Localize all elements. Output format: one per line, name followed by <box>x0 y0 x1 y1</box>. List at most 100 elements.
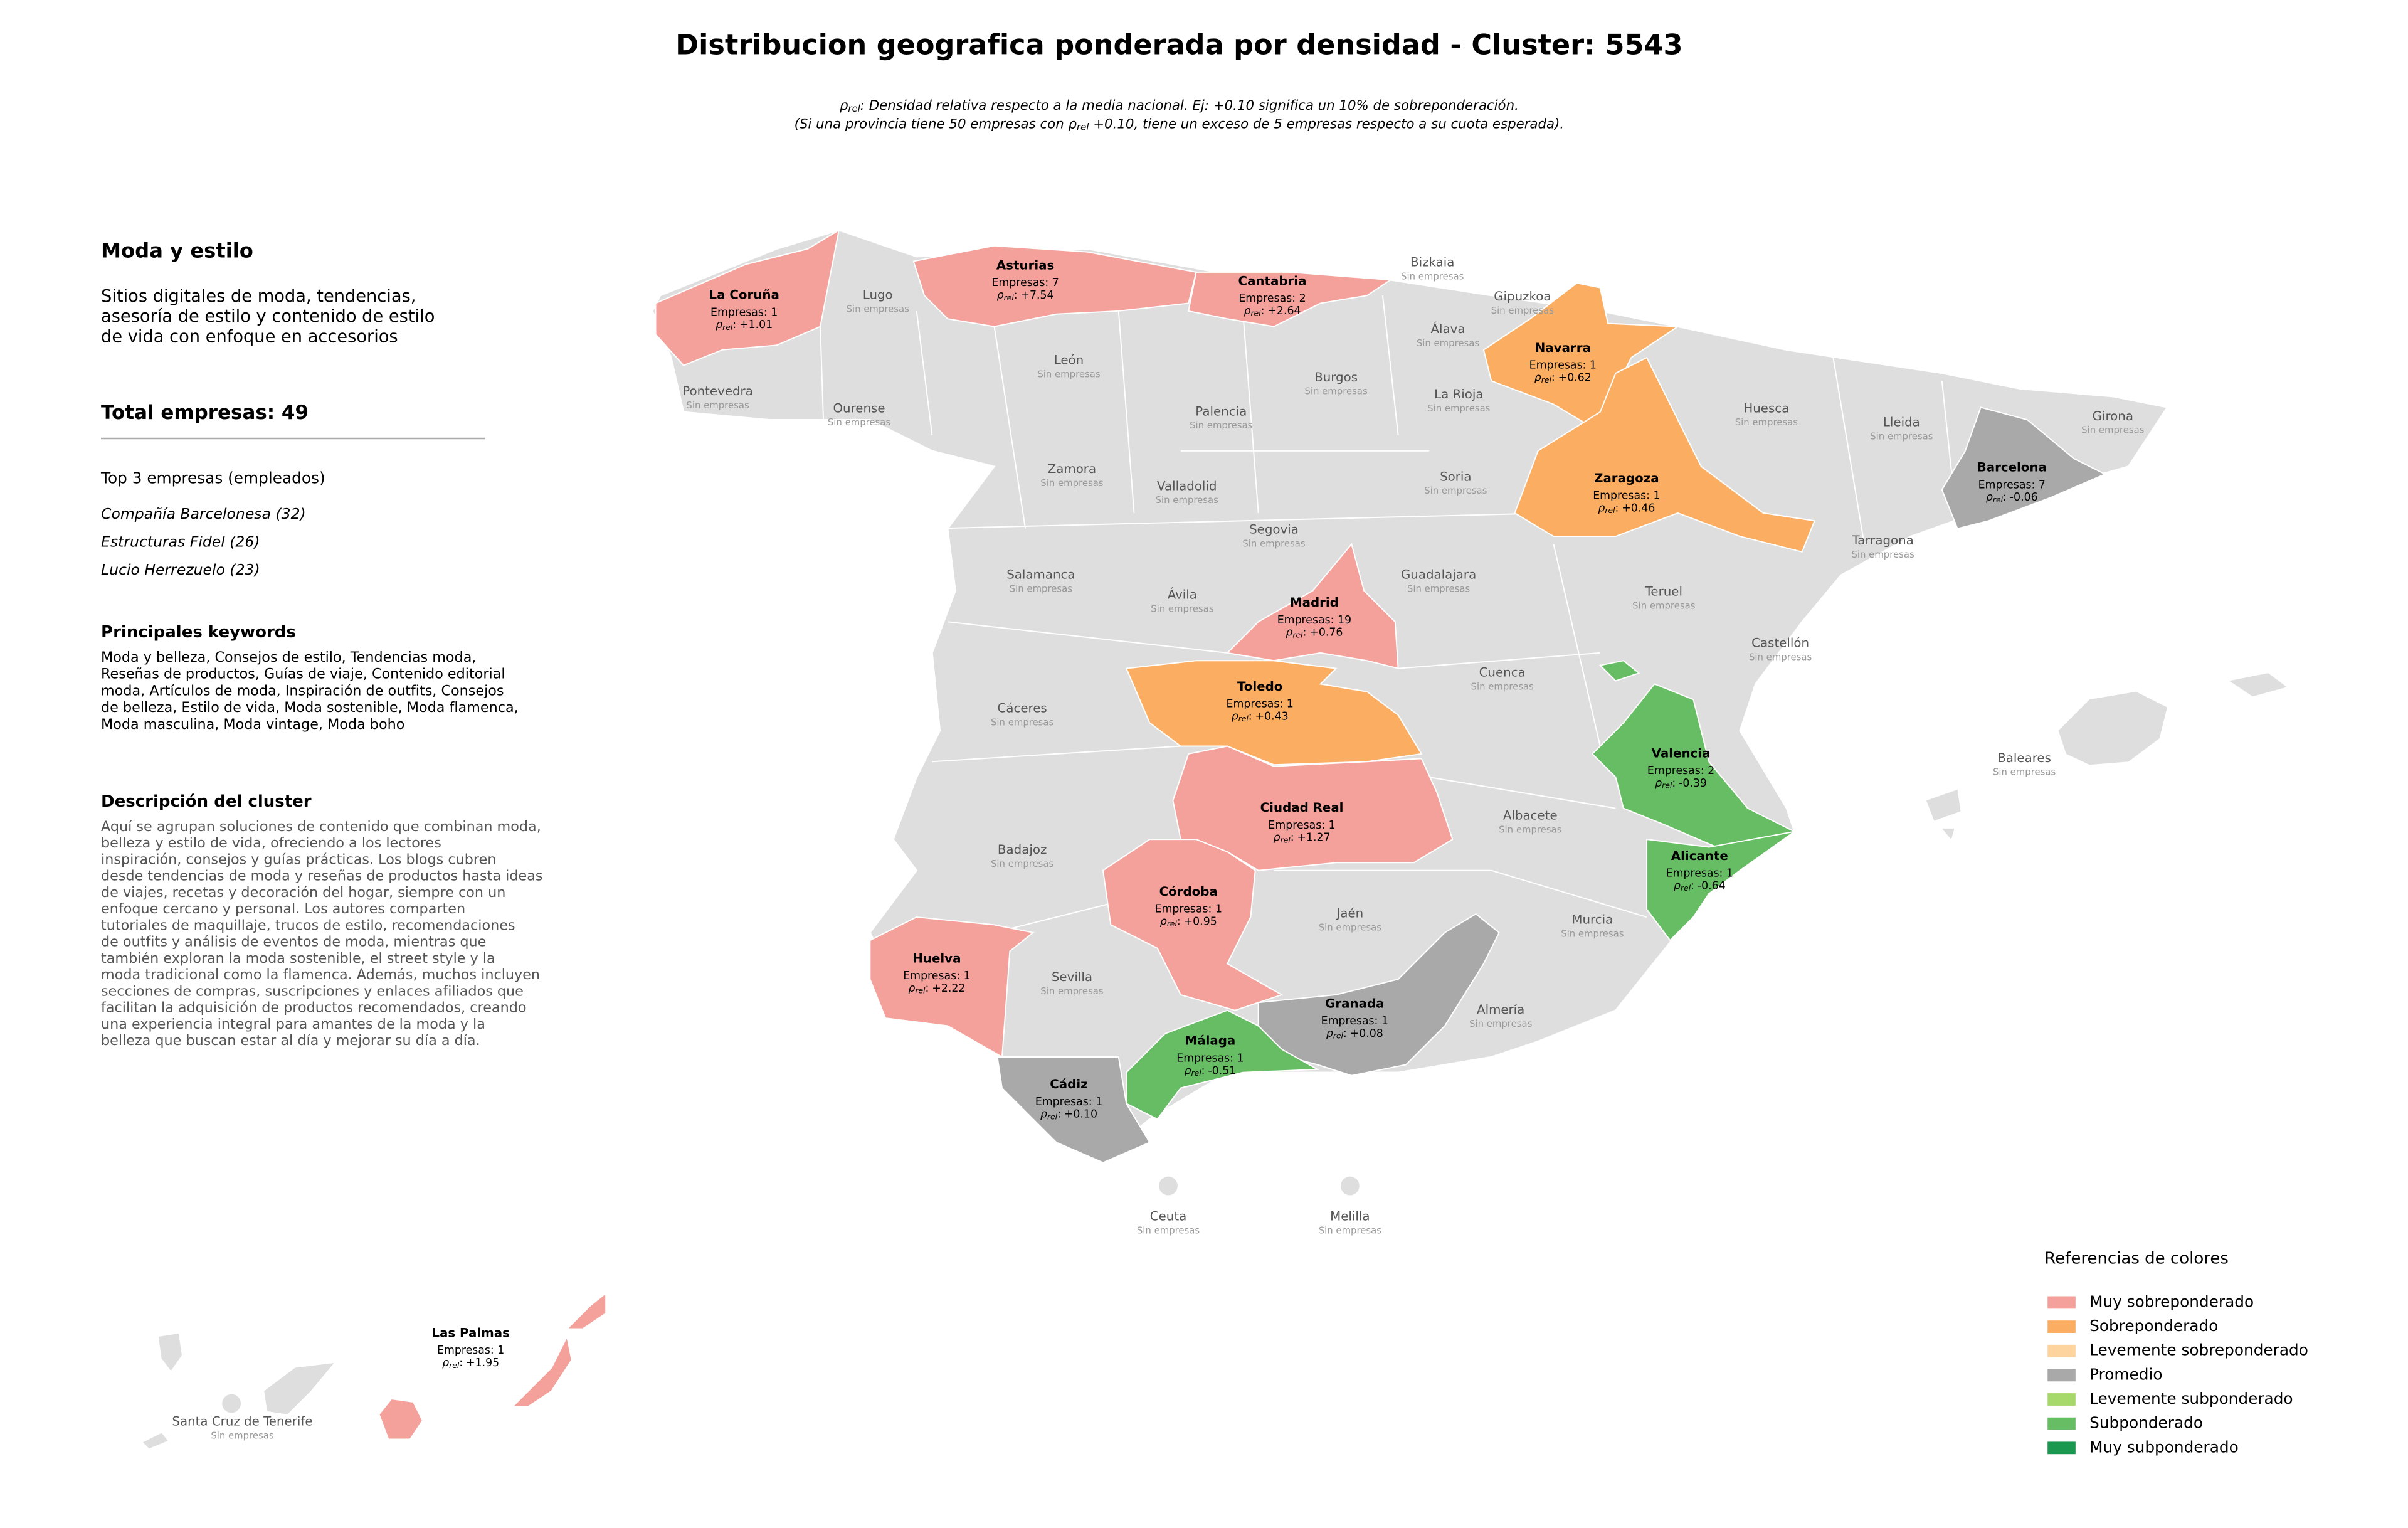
cluster-description-line: una experiencia integral para amantes de… <box>101 1016 485 1032</box>
rho-subscript: rel <box>1167 920 1178 928</box>
ceuta-shape <box>1159 1176 1178 1196</box>
rho-subscript: rel <box>1047 1112 1058 1121</box>
province-companies: Empresas: 1 <box>1268 819 1335 832</box>
legend-label: Subponderado <box>2089 1414 2203 1432</box>
no-data-label: Sin empresas <box>1735 416 1798 428</box>
empty-province-name: Gipuzkoa <box>1494 289 1551 304</box>
no-data-label: Sin empresas <box>1151 603 1214 614</box>
cluster-description-line: inspiración, consejos y guías prácticas.… <box>101 851 496 867</box>
province-shape <box>1598 660 1640 682</box>
rho-subscript: rel <box>449 1361 460 1369</box>
canary-island <box>264 1363 334 1414</box>
province-companies: Empresas: 1 <box>1593 490 1660 502</box>
empty-province-name: Palencia <box>1195 404 1247 418</box>
no-data-label: Sin empresas <box>1632 600 1696 612</box>
top-heading: Top 3 empresas (empleados) <box>100 469 325 487</box>
rho-symbol: ρ <box>1244 305 1250 317</box>
province-rho: ρrel: +0.08 <box>1326 1027 1383 1040</box>
rho-subscript: rel <box>1993 495 2004 504</box>
cluster-description-line: también exploran la moda sostenible, el … <box>101 950 495 967</box>
empty-province-name: Tarragona <box>1851 533 1913 548</box>
subtitle: ρrel: Densidad relativa respecto a la me… <box>840 98 1519 114</box>
empty-province-name: Albacete <box>1503 808 1558 822</box>
province-name: Asturias <box>996 258 1054 272</box>
land-layer <box>142 229 2287 1449</box>
rho-symbol: ρ <box>997 289 1004 302</box>
rho-subscript: rel <box>1681 884 1691 893</box>
subtitle: (Si una provincia tiene 50 empresas con … <box>795 117 1565 133</box>
rho-subscript: rel <box>722 322 733 331</box>
rho-subscript: rel <box>1605 506 1615 515</box>
rho-subscript: rel <box>1004 293 1015 302</box>
cluster-description-line: de outfits y análisis de eventos de moda… <box>101 934 486 950</box>
border <box>820 295 1958 933</box>
province-shape <box>1482 282 1680 428</box>
legend-title: Referencias de colores <box>2044 1249 2229 1268</box>
rho-symbol: ρ <box>1185 1064 1191 1077</box>
rho-subscript: rel <box>1662 781 1672 790</box>
empty-province-name: Jaén <box>1336 906 1364 921</box>
subtitle-text: +0.10, tiene un exceso de 5 empresas res… <box>1089 117 1564 132</box>
rho-subscript: rel <box>1191 1069 1202 1078</box>
province-shape <box>1188 271 1393 327</box>
rho-symbol: ρ <box>1040 1108 1047 1121</box>
rho-value: -0.39 <box>1679 777 1707 790</box>
empty-province-name: León <box>1054 353 1084 368</box>
province-shape <box>912 245 1197 327</box>
province-companies: Empresas: 1 <box>903 970 970 982</box>
legend-swatch <box>2047 1369 2076 1382</box>
canary-island <box>158 1333 182 1371</box>
province-companies: Empresas: 7 <box>1978 479 2046 491</box>
empty-province-name: Pontevedra <box>682 384 753 398</box>
rho-value: +2.22 <box>932 982 965 995</box>
rho-value: +0.10 <box>1064 1108 1097 1121</box>
rho-value: +0.62 <box>1558 371 1592 384</box>
no-data-label: Sin empresas <box>1040 985 1104 997</box>
rho-subscript: rel <box>1292 630 1303 639</box>
rho-subscript: rel <box>1238 714 1249 723</box>
keywords-line: moda, Artículos de moda, Inspiración de … <box>101 682 504 699</box>
no-data-label: Sin empresas <box>1561 928 1624 939</box>
no-data-label: Sin empresas <box>847 303 910 314</box>
province-name: Cádiz <box>1050 1077 1087 1091</box>
province-name: Huelva <box>912 951 961 965</box>
province-shape <box>1102 839 1284 1011</box>
province-shape <box>655 229 840 366</box>
no-data-label: Sin empresas <box>686 400 749 411</box>
cluster-description-line: tutoriales de maquillaje, trucos de esti… <box>101 917 515 933</box>
province-name: Córdoba <box>1159 884 1218 899</box>
empty-province-name: Segovia <box>1249 523 1299 537</box>
rho-value: +1.95 <box>466 1357 499 1369</box>
empty-province-name: Teruel <box>1645 585 1682 599</box>
keywords-line: de belleza, Estilo de vida, Moda sosteni… <box>101 699 519 716</box>
province-shape <box>1226 543 1399 669</box>
rho-symbol: ρ <box>442 1357 449 1369</box>
province-rho: ρrel: -0.64 <box>1674 879 1726 892</box>
rho-symbol: ρ <box>1232 710 1238 723</box>
no-data-label: Sin empresas <box>1304 386 1368 397</box>
province-companies: Empresas: 1 <box>1155 903 1222 916</box>
province-rho: ρrel: +0.43 <box>1232 710 1289 723</box>
province-rho: ρrel: +0.95 <box>1160 915 1217 928</box>
balearic-island <box>2058 691 2167 765</box>
province-companies: Empresas: 1 <box>1035 1096 1102 1108</box>
province-name: Toledo <box>1237 679 1282 694</box>
empty-province-name: Girona <box>2093 409 2133 423</box>
rho-symbol: ρ <box>1160 915 1167 928</box>
rho-separator: : <box>732 319 736 331</box>
legend-label: Levemente sobreponderado <box>2089 1341 2308 1359</box>
empty-province-name: Zamora <box>1048 462 1096 476</box>
title: Distribucion geografica ponderada por de… <box>675 29 1682 61</box>
legend-label: Sobreponderado <box>2089 1317 2218 1335</box>
rho-separator: : <box>1291 832 1294 844</box>
no-data-label: Sin empresas <box>1010 583 1073 594</box>
province-companies: Empresas: 2 <box>1238 292 1306 305</box>
rho-value: +1.27 <box>1297 832 1330 844</box>
province-rho: ρrel: +7.54 <box>997 289 1054 302</box>
province-rho: ρrel: -0.51 <box>1185 1064 1237 1077</box>
cluster-description-line: facilitan la adquisición de productos re… <box>101 1000 526 1016</box>
empty-province-name: Lleida <box>1883 415 1920 430</box>
rho-value: +0.43 <box>1255 710 1289 723</box>
rho-value: +0.76 <box>1309 627 1343 639</box>
province-shape <box>511 1334 573 1408</box>
